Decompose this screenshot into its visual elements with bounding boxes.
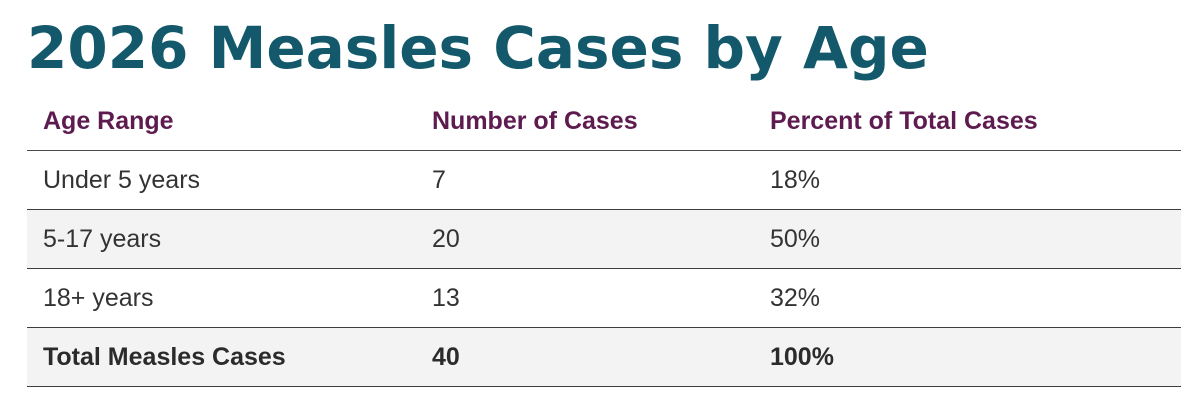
measles-cases-table: Age Range Number of Cases Percent of Tot… <box>27 92 1181 387</box>
header-percent-of-total: Percent of Total Cases <box>754 92 1181 151</box>
cell-age-range: 5-17 years <box>27 209 416 269</box>
cell-age-range: Under 5 years <box>27 150 416 210</box>
table-row: 5-17 years 20 50% <box>27 209 1181 269</box>
cell-total-label: Total Measles Cases <box>27 327 416 387</box>
cell-number-of-cases: 13 <box>416 268 754 328</box>
cell-percent: 32% <box>754 268 1181 328</box>
cell-number-of-cases: 7 <box>416 150 754 210</box>
header-age-range: Age Range <box>27 92 416 151</box>
page-title: 2026 Measles Cases by Age <box>27 14 929 82</box>
cell-total-percent: 100% <box>754 327 1181 387</box>
table-header-row: Age Range Number of Cases Percent of Tot… <box>27 92 1181 151</box>
header-number-of-cases: Number of Cases <box>416 92 754 151</box>
cell-number-of-cases: 20 <box>416 209 754 269</box>
cell-age-range: 18+ years <box>27 268 416 328</box>
cell-percent: 50% <box>754 209 1181 269</box>
table-row: Under 5 years 7 18% <box>27 150 1181 210</box>
cell-total-cases: 40 <box>416 327 754 387</box>
cell-percent: 18% <box>754 150 1181 210</box>
table-row: 18+ years 13 32% <box>27 268 1181 328</box>
table-total-row: Total Measles Cases 40 100% <box>27 327 1181 387</box>
